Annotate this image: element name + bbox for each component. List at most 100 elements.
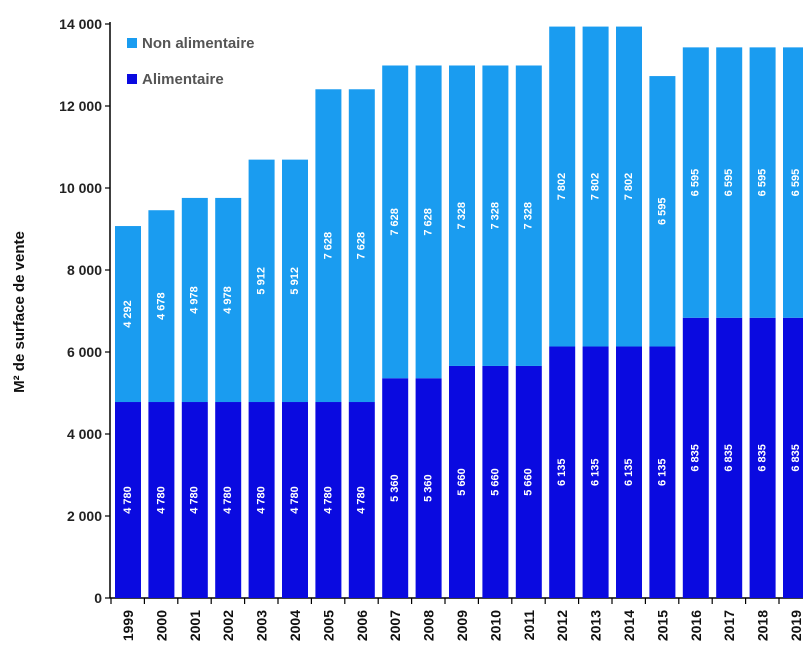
- x-tick-label-1999: 1999: [120, 610, 136, 641]
- x-tick-label-2007: 2007: [387, 610, 403, 641]
- bar-alimentaire-2019: [783, 317, 803, 598]
- bar-alimentaire-2014: [616, 346, 642, 598]
- value-label-non-alimentaire-2016: 6 595: [690, 169, 702, 197]
- value-label-alimentaire-2015: 6 135: [656, 458, 668, 486]
- x-tick-label-2015: 2015: [654, 610, 670, 641]
- bar-non-alimentaire-2001: [181, 197, 208, 403]
- bar-non-alimentaire-2002: [215, 197, 242, 403]
- bar-non-alimentaire-2019: [783, 47, 803, 318]
- bar-alimentaire-2008: [415, 378, 442, 598]
- y-tick-label: 2 000: [67, 508, 102, 524]
- bar-non-alimentaire-2015: [649, 76, 676, 347]
- bar-non-alimentaire-2000: [148, 210, 175, 403]
- value-label-alimentaire-1999: 4 780: [122, 486, 134, 514]
- value-label-non-alimentaire-2001: 4 978: [189, 286, 201, 314]
- bar-non-alimentaire-2017: [716, 47, 743, 318]
- value-label-alimentaire-2019: 6 835: [790, 444, 802, 472]
- y-axis-label: M² de surface de vente: [11, 231, 28, 393]
- value-label-alimentaire-2007: 5 360: [389, 474, 401, 502]
- bar-non-alimentaire-2003: [248, 159, 275, 403]
- value-label-alimentaire-2014: 6 135: [623, 458, 635, 486]
- value-label-non-alimentaire-2005: 7 628: [322, 232, 334, 260]
- x-tick-label-2018: 2018: [755, 610, 771, 641]
- x-tick-label-2000: 2000: [153, 610, 169, 641]
- bar-alimentaire-2012: [549, 346, 576, 598]
- value-label-non-alimentaire-2002: 4 978: [222, 286, 234, 314]
- bar-non-alimentaire-2009: [449, 65, 475, 366]
- axis-layer: 0 2 000 4 000 6 000 8 000 10 000 12 000 14 000 1…: [59, 16, 803, 641]
- value-label-alimentaire-2011: 5 660: [523, 468, 535, 496]
- y-tick-label: 0: [94, 590, 102, 606]
- x-tick-label-2002: 2002: [220, 610, 236, 641]
- value-label-non-alimentaire-2006: 7 628: [356, 232, 368, 260]
- x-tick-label-2012: 2012: [554, 610, 570, 641]
- y-tick-label: 14 000: [59, 16, 102, 32]
- bar-alimentaire-2013: [582, 346, 609, 598]
- x-tick-label-2004: 2004: [287, 610, 303, 641]
- legend-swatch-non-alimentaire: [127, 38, 137, 48]
- y-tick-label: 4 000: [67, 426, 102, 442]
- legend-label-alimentaire: Alimentaire: [142, 71, 224, 88]
- value-label-non-alimentaire-2014: 7 802: [623, 173, 635, 201]
- value-label-non-alimentaire-2012: 7 802: [556, 173, 568, 201]
- value-label-non-alimentaire-2008: 7 628: [423, 208, 435, 236]
- bar-alimentaire-2002: [215, 402, 242, 598]
- x-tick-label-2006: 2006: [354, 610, 370, 641]
- y-tick-label: 10 000: [59, 180, 102, 196]
- bar-alimentaire-2016: [682, 317, 709, 598]
- bar-alimentaire-2011: [515, 365, 542, 598]
- value-label-layer: 4 780 4 292 4 780 4 678 4 780 4 978 4 780 4 978…: [122, 169, 802, 514]
- x-tick-label-2019: 2019: [788, 610, 803, 641]
- legend-label-non-alimentaire: Non alimentaire: [142, 35, 255, 52]
- bar-non-alimentaire-2010: [482, 65, 509, 366]
- bar-alimentaire-2018: [749, 317, 776, 598]
- value-label-alimentaire-2006: 4 780: [356, 486, 368, 514]
- value-label-alimentaire-2004: 4 780: [289, 486, 301, 514]
- value-label-alimentaire-2009: 5 660: [456, 468, 468, 496]
- value-label-non-alimentaire-2011: 7 328: [523, 202, 535, 230]
- y-tick-label: 6 000: [67, 344, 102, 360]
- x-tick-label-2009: 2009: [454, 610, 470, 641]
- legend-swatch-alimentaire: [127, 74, 137, 84]
- bar-alimentaire-2015: [649, 346, 676, 598]
- bar-non-alimentaire-2018: [749, 47, 776, 318]
- bar-non-alimentaire-2005: [315, 89, 342, 403]
- value-label-alimentaire-2005: 4 780: [322, 486, 334, 514]
- x-tick-label-2008: 2008: [421, 610, 437, 641]
- x-tick-label-2016: 2016: [688, 610, 704, 641]
- value-label-non-alimentaire-2017: 6 595: [723, 169, 735, 197]
- value-label-non-alimentaire-2007: 7 628: [389, 208, 401, 236]
- value-label-non-alimentaire-2003: 5 912: [256, 267, 268, 295]
- value-label-alimentaire-2012: 6 135: [556, 458, 568, 486]
- value-label-non-alimentaire-2009: 7 328: [456, 202, 468, 230]
- bar-alimentaire-2007: [382, 378, 409, 598]
- bar-alimentaire-2000: [148, 402, 175, 598]
- value-label-alimentaire-2002: 4 780: [222, 486, 234, 514]
- bar-alimentaire-2006: [348, 402, 375, 598]
- value-label-alimentaire-2001: 4 780: [189, 486, 201, 514]
- x-tick-label-2017: 2017: [721, 610, 737, 641]
- bar-alimentaire-2004: [282, 402, 308, 598]
- bar-non-alimentaire-2011: [515, 65, 542, 366]
- x-tick-label-2005: 2005: [320, 610, 336, 641]
- value-label-non-alimentaire-2019: 6 595: [790, 169, 802, 197]
- value-label-alimentaire-2008: 5 360: [423, 474, 435, 502]
- bar-layer: [115, 26, 803, 598]
- bar-alimentaire-2005: [315, 402, 342, 598]
- value-label-alimentaire-2003: 4 780: [256, 486, 268, 514]
- bar-alimentaire-2017: [716, 317, 743, 598]
- bar-alimentaire-2010: [482, 365, 509, 598]
- value-label-non-alimentaire-2015: 6 595: [656, 198, 668, 226]
- value-label-non-alimentaire-1999: 4 292: [122, 300, 134, 328]
- value-label-non-alimentaire-2013: 7 802: [590, 173, 602, 201]
- value-label-alimentaire-2000: 4 780: [155, 486, 167, 514]
- bar-non-alimentaire-2007: [382, 65, 409, 379]
- value-label-non-alimentaire-2004: 5 912: [289, 267, 301, 295]
- y-tick-label: 8 000: [67, 262, 102, 278]
- value-label-non-alimentaire-2018: 6 595: [757, 169, 769, 197]
- value-label-non-alimentaire-2010: 7 328: [489, 202, 501, 230]
- bar-non-alimentaire-2004: [282, 159, 308, 403]
- bar-non-alimentaire-1999: [115, 226, 141, 403]
